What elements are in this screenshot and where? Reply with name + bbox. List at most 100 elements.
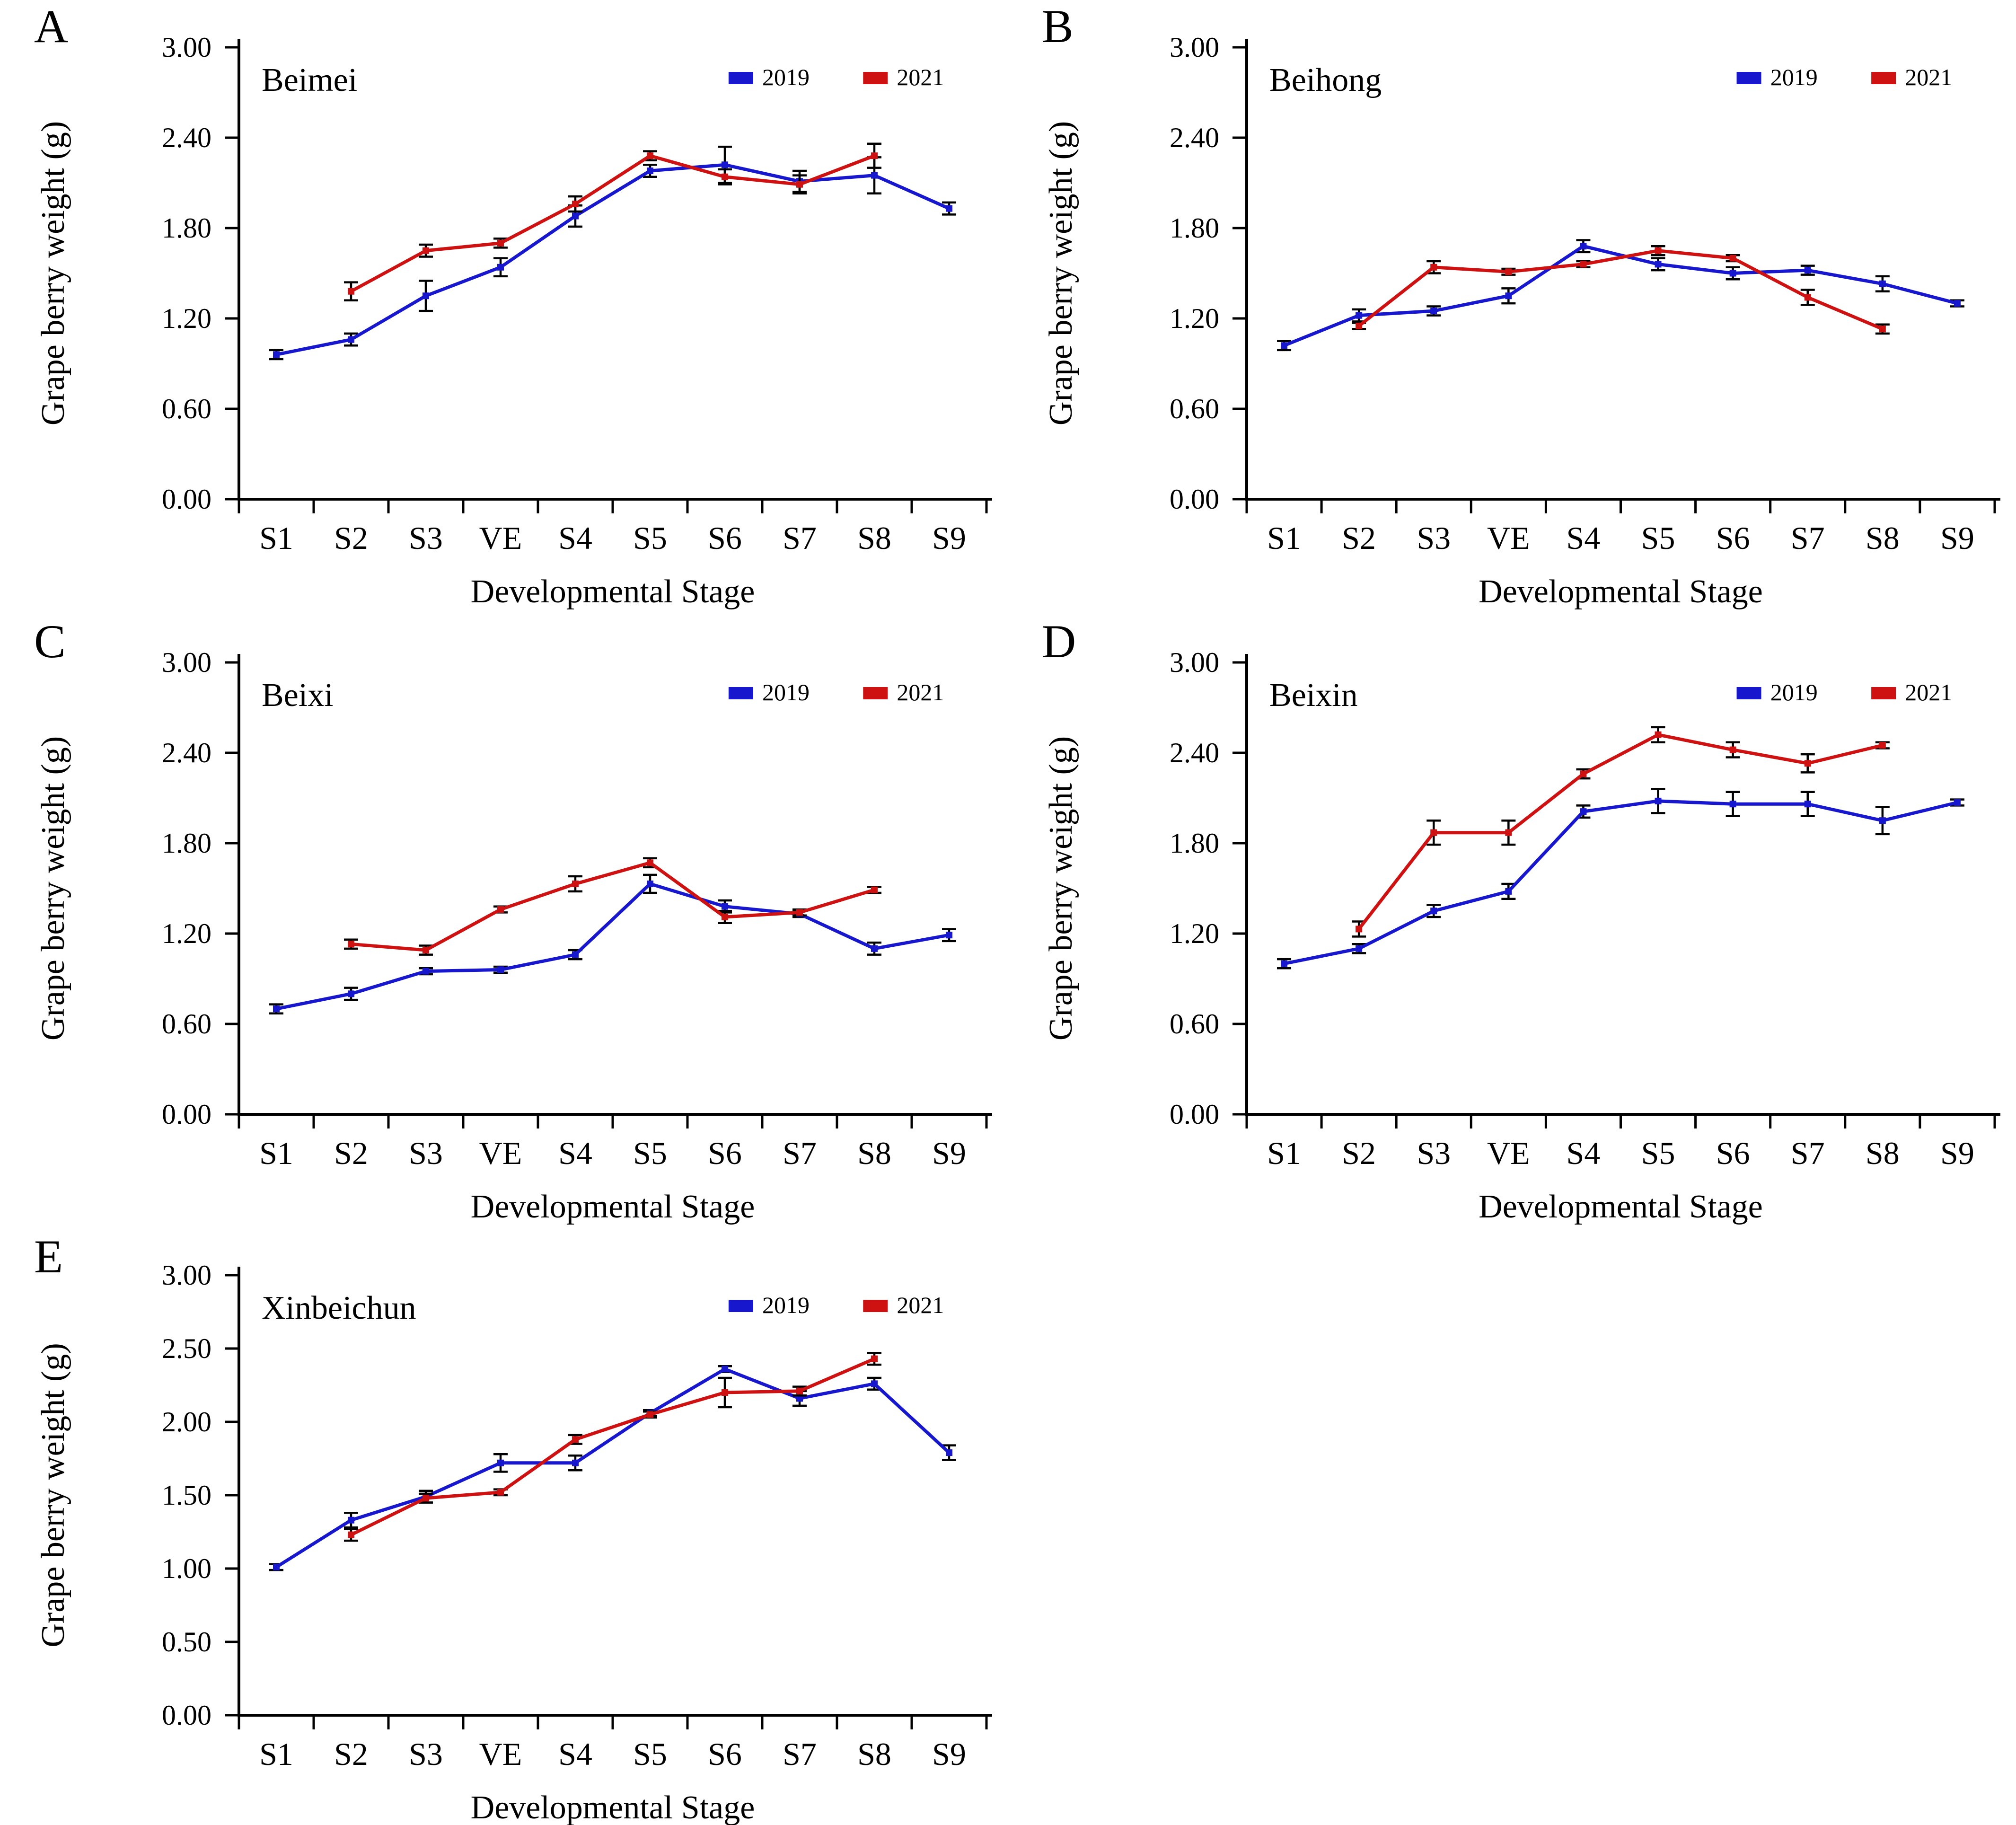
x-tick-label: S3 — [409, 1135, 443, 1171]
data-point-marker — [1655, 797, 1662, 804]
x-tick-label: S6 — [708, 1135, 742, 1171]
data-point-marker — [1356, 945, 1363, 952]
data-point-marker — [722, 903, 728, 910]
series-line-2019 — [1282, 244, 1959, 347]
y-tick-label: 1.20 — [162, 918, 211, 949]
data-point-marker — [1281, 960, 1288, 967]
data-point-marker — [871, 886, 878, 893]
data-point-marker — [1580, 261, 1587, 268]
data-point-marker — [871, 1380, 878, 1387]
y-tick-label: 2.50 — [162, 1333, 211, 1364]
data-point-marker — [722, 1366, 728, 1373]
data-point-marker — [722, 1389, 728, 1396]
line-chart-xinbeichun: 0.00 0.50 1.00 1.50 2.00 2.50 3.00 S1 S2 S3 VE S4 S5… — [35, 1260, 992, 1825]
y-tick-label: 0.60 — [162, 393, 211, 424]
legend-swatch-2019 — [728, 1300, 753, 1312]
data-point-marker — [423, 947, 429, 954]
x-tick-label: VE — [479, 1135, 522, 1171]
y-tick-label: 2.40 — [162, 122, 211, 153]
legend-swatch-2021 — [1871, 72, 1896, 84]
legend-label-2021: 2021 — [897, 64, 944, 90]
x-axis-title: Developmental Stage — [471, 1189, 755, 1225]
x-tick-label: S2 — [1342, 1135, 1376, 1171]
x-tick-label: S2 — [334, 1736, 368, 1772]
data-point-marker — [1505, 829, 1512, 836]
y-tick-label: 0.60 — [1170, 1008, 1219, 1040]
line-chart-beihong: 0.00 0.60 1.20 1.80 2.40 3.00 S1 S2 S3 VE S4 S5 S6 S7… — [1043, 32, 2000, 610]
data-point-marker — [1804, 760, 1811, 767]
y-axis-title: Grape berry weight (g) — [35, 121, 71, 425]
y-tick-label: 1.00 — [162, 1553, 211, 1584]
y-axis-title: Grape berry weight (g) — [1043, 121, 1079, 425]
data-point-marker — [1879, 742, 1886, 749]
line-chart-beimei: 0.00 0.60 1.20 1.80 2.40 3.00 S1 S2 S3 VE S4 S5 S6 S7… — [35, 32, 992, 610]
y-tick-label: 2.40 — [1170, 737, 1219, 768]
data-point-marker — [1655, 261, 1662, 268]
x-tick-label: S7 — [783, 1736, 817, 1772]
data-point-marker — [497, 264, 504, 271]
data-point-marker — [647, 880, 653, 887]
line-chart-beixi: 0.00 0.60 1.20 1.80 2.40 3.00 S1 S2 S3 VE S4 S5 S6 S7… — [35, 647, 992, 1225]
x-tick-label: S9 — [932, 520, 966, 556]
data-point-marker — [497, 1459, 504, 1466]
x-axis-title: Developmental Stage — [471, 573, 755, 610]
data-point-marker — [722, 161, 728, 168]
data-point-marker — [1580, 770, 1587, 777]
y-tick-label: 1.50 — [162, 1480, 211, 1511]
data-point-marker — [572, 1436, 579, 1443]
data-point-marker — [423, 247, 429, 254]
data-point-marker — [1804, 267, 1811, 274]
data-point-marker — [1356, 322, 1363, 329]
data-point-marker — [1729, 801, 1736, 808]
legend-label-2019: 2019 — [1770, 679, 1818, 705]
x-tick-label: S3 — [409, 1736, 443, 1772]
data-point-marker — [722, 913, 728, 920]
x-tick-label: S6 — [1716, 1135, 1750, 1171]
y-tick-label: 0.00 — [1170, 1099, 1219, 1130]
y-tick-label: 2.40 — [1170, 122, 1219, 153]
data-point-marker — [348, 990, 354, 997]
x-tick-label: S9 — [932, 1135, 966, 1171]
data-point-marker — [1430, 264, 1437, 271]
y-tick-label: 1.80 — [1170, 212, 1219, 244]
legend-label-2019: 2019 — [762, 64, 810, 90]
legend-label-2019: 2019 — [1770, 64, 1818, 90]
data-point-marker — [1281, 342, 1288, 349]
legend-swatch-2019 — [728, 72, 753, 84]
data-point-marker — [572, 1459, 579, 1466]
data-point-marker — [1580, 808, 1587, 815]
y-tick-label: 0.50 — [162, 1626, 211, 1657]
data-point-marker — [497, 966, 504, 973]
legend-label-2019: 2019 — [762, 679, 810, 705]
data-point-marker — [871, 172, 878, 179]
legend-swatch-2021 — [1871, 687, 1896, 699]
series-line-2021 — [349, 861, 876, 952]
legend-swatch-2021 — [863, 1300, 888, 1312]
x-tick-label: S5 — [1641, 520, 1675, 556]
data-point-marker — [273, 351, 280, 358]
panel-letter-c: C — [34, 615, 66, 668]
x-tick-label: S3 — [1417, 1135, 1451, 1171]
chart-title: Xinbeichun — [262, 1290, 416, 1326]
chart-title: Beixin — [1269, 677, 1358, 714]
x-tick-label: S1 — [259, 1135, 293, 1171]
x-tick-label: S6 — [708, 1736, 742, 1772]
data-point-marker — [1804, 801, 1811, 808]
y-tick-label: 3.00 — [162, 647, 211, 678]
data-point-marker — [1356, 926, 1363, 933]
x-tick-label: S7 — [1791, 1135, 1825, 1171]
data-point-marker — [348, 941, 354, 948]
x-tick-label: S7 — [783, 1135, 817, 1171]
data-point-marker — [1879, 817, 1886, 824]
x-tick-label: S1 — [1267, 520, 1301, 556]
data-point-marker — [1729, 746, 1736, 753]
data-point-marker — [273, 1005, 280, 1013]
data-point-marker — [1804, 294, 1811, 301]
x-tick-label: S1 — [259, 520, 293, 556]
x-tick-label: S8 — [1866, 520, 1900, 556]
data-point-marker — [1505, 292, 1512, 300]
series-line-2021 — [349, 1357, 876, 1537]
x-tick-label: VE — [479, 1736, 522, 1772]
x-tick-label: S8 — [857, 520, 891, 556]
